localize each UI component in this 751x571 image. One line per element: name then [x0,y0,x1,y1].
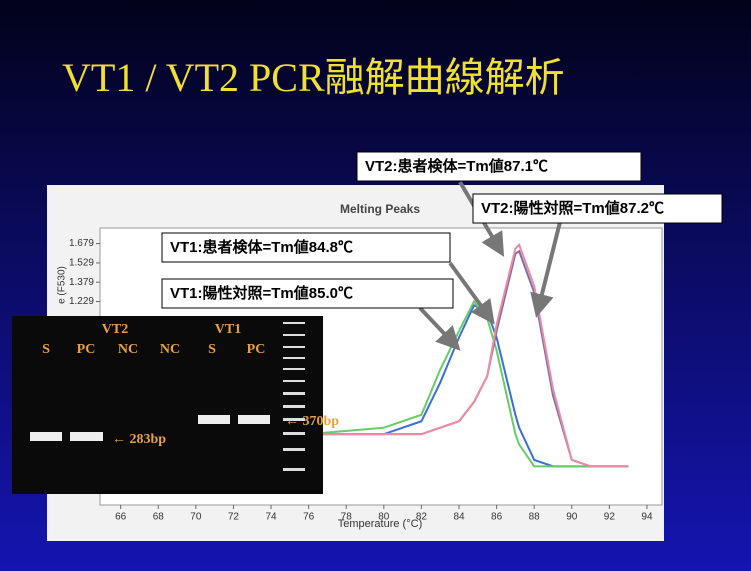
x-tick-label: 72 [228,512,240,523]
gel-lane-label: S [208,342,216,357]
x-tick-label: 82 [416,512,428,523]
x-tick-label: 92 [604,512,616,523]
gel-lane-label: NC [160,342,180,357]
x-tick-label: 86 [491,512,503,523]
x-tick-label: 66 [115,512,127,523]
y-axis-label: e (F530) [57,266,68,304]
slide-title: VT1 / VT2 PCR融解曲線解析 [62,55,565,100]
y-tick-label: 1.679 [69,238,94,249]
x-tick-label: 88 [529,512,541,523]
x-tick-label: 74 [265,512,277,523]
slide: VT1 / VT2 PCR融解曲線解析 Melting Peaks Temper… [0,0,751,571]
x-tick-label: 84 [453,512,465,523]
x-tick-label: 70 [190,512,202,523]
band [238,415,270,424]
annotation-text: VT2:陽性対照=Tm値87.2℃ [481,199,664,217]
gel-marker-label: ← 370bp [285,414,339,429]
chart-title: Melting Peaks [340,202,420,216]
y-tick-label: 1.379 [69,277,94,288]
x-tick-label: 80 [378,512,390,523]
annotation-text: VT1:患者検体=Tm値84.8℃ [170,238,353,256]
band [30,432,62,441]
annotation-text: VT1:陽性対照=Tm値85.0℃ [170,284,353,302]
gel-lane-label: PC [77,342,96,357]
gel-lane-label: S [42,342,50,357]
gel-marker-label: ← 283bp [112,432,166,447]
x-tick-label: 90 [566,512,578,523]
x-tick-label: 68 [153,512,165,523]
gel-group-label: VT2 [102,322,128,337]
gel-lane-label: PC [247,342,266,357]
gel-lane-label: NC [118,342,138,357]
x-tick-label: 76 [303,512,315,523]
x-tick-label: 94 [641,512,653,523]
band [198,415,230,424]
y-tick-label: 1.529 [69,258,94,269]
y-tick-label: 1.229 [69,296,94,307]
band [70,432,103,441]
gel-group-label: VT1 [215,322,241,337]
annotation-text: VT2:患者検体=Tm値87.1℃ [365,157,548,175]
x-tick-label: 78 [341,512,353,523]
